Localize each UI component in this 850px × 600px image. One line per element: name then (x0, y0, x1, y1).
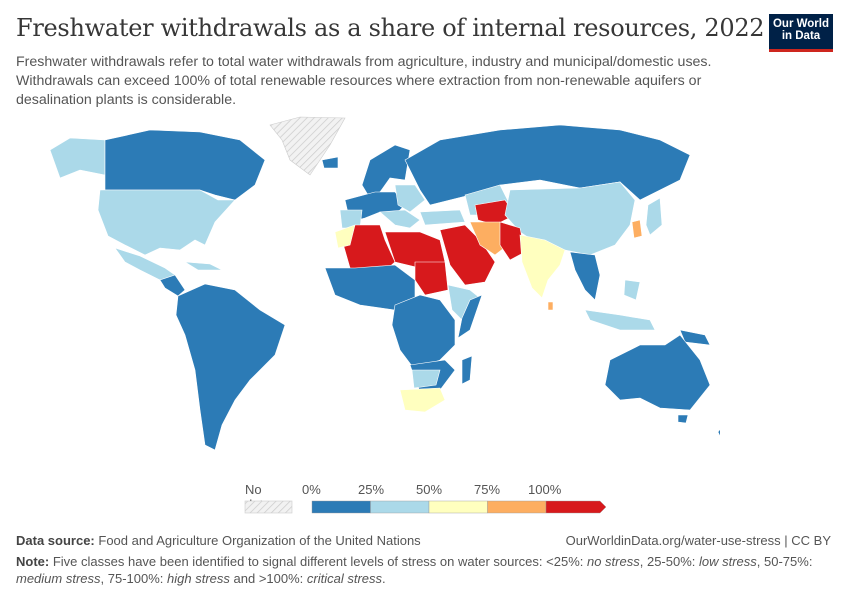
legend-bin-4[interactable] (545, 500, 607, 514)
note-em: critical stress (306, 571, 383, 586)
country-region-japan[interactable] (645, 197, 663, 236)
country-region-philippines[interactable] (623, 279, 641, 301)
country-region-central-asia-red[interactable] (474, 199, 516, 226)
source-url-link[interactable]: OurWorldinData.org/water-use-stress | CC… (565, 533, 831, 548)
page-title: Freshwater withdrawals as a share of int… (16, 14, 765, 42)
country-region-italy-balkans[interactable] (379, 209, 421, 229)
data-source: Data source: Food and Agriculture Organi… (16, 533, 421, 548)
country-region-korea[interactable] (631, 219, 643, 239)
note-text: , 25-50%: (639, 554, 699, 569)
note-em: high stress (167, 571, 230, 586)
country-region-india[interactable] (519, 234, 566, 299)
legend-bin-1[interactable] (370, 500, 430, 514)
country-region-middle-east[interactable] (439, 224, 496, 286)
country-region-indonesia[interactable] (584, 309, 656, 331)
note-em: no stress (586, 554, 640, 569)
country-region-canada[interactable] (104, 129, 266, 201)
legend-tick-0: 0% (302, 482, 321, 497)
country-region-morocco[interactable] (334, 224, 356, 249)
note-text: , 50-75%: (756, 554, 813, 569)
country-region-somalia[interactable] (457, 294, 483, 339)
legend-tick-50: 50% (416, 482, 443, 497)
legend-tick-75: 75% (474, 482, 501, 497)
legend-bin-0[interactable] (311, 500, 371, 514)
source-label: Data source: (16, 533, 95, 548)
country-region-madagascar[interactable] (461, 355, 473, 385)
country-region-iran[interactable] (469, 221, 509, 256)
note-label: Note: (16, 554, 50, 569)
country-region-central-africa[interactable] (391, 294, 456, 371)
legend-tick-100: 100% (528, 482, 562, 497)
country-region-namibia-botswana[interactable] (411, 369, 441, 389)
note-em: medium stress (16, 571, 101, 586)
country-region-central-america[interactable] (159, 274, 186, 297)
note-text: , 75-100%: (100, 571, 168, 586)
country-region-alaska[interactable] (49, 137, 106, 179)
country-region-sudan[interactable] (414, 261, 449, 296)
country-region-south-africa[interactable] (399, 387, 446, 413)
subtitle: Freshwater withdrawals refer to total wa… (16, 54, 712, 108)
country-region-pakistan-afg[interactable] (499, 221, 526, 261)
note-text: and >100%: (229, 571, 307, 586)
country-region-russia[interactable] (404, 124, 691, 206)
country-region-sri-lanka[interactable] (547, 301, 554, 311)
owid-logo[interactable]: Our World in Data (769, 14, 833, 52)
country-region-usa[interactable] (97, 189, 236, 256)
legend-bin-3[interactable] (487, 500, 547, 514)
country-region-se-asia[interactable] (569, 251, 601, 301)
country-region-png[interactable] (679, 329, 711, 346)
country-region-australia[interactable] (604, 334, 711, 411)
country-region-tasmania[interactable] (677, 414, 689, 424)
country-region-new-zealand[interactable] (717, 405, 720, 440)
country-region-caribbean[interactable] (184, 261, 223, 271)
source-text: Food and Agriculture Organization of the… (98, 533, 421, 548)
legend-no-data-swatch-fill (244, 500, 293, 514)
footnote: Note: Five classes have been identified … (16, 553, 816, 587)
country-region-south-america[interactable] (175, 283, 286, 451)
world-map[interactable] (0, 110, 720, 460)
note-em: low stress (699, 554, 757, 569)
country-region-eastern-europe[interactable] (394, 184, 426, 213)
country-region-iceland[interactable] (321, 156, 339, 169)
country-region-greenland[interactable] (269, 116, 346, 176)
legend-bin-2[interactable] (428, 500, 488, 514)
note-text: . (382, 571, 386, 586)
legend-tick-25: 25% (358, 482, 385, 497)
note-text: Five classes have been identified to sig… (52, 554, 587, 569)
country-region-turkey[interactable] (419, 209, 466, 226)
